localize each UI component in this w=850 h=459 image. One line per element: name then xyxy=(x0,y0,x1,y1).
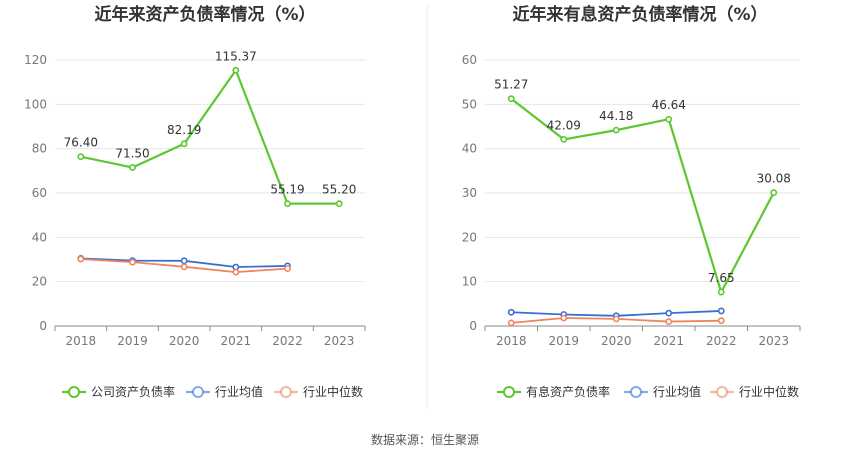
y-tick-label: 0 xyxy=(469,319,477,333)
series-line-main xyxy=(80,69,340,205)
legend-label: 有息资产负债率 xyxy=(526,384,610,399)
legend-marker xyxy=(503,386,515,398)
data-point-median[interactable] xyxy=(284,265,291,272)
y-tick-label: 10 xyxy=(462,275,477,289)
legend-label: 行业中位数 xyxy=(739,384,799,399)
x-tick-label: 2021 xyxy=(221,334,252,348)
data-point-median[interactable] xyxy=(507,319,515,327)
chart-title: 近年来有息资产负债率情况（%） xyxy=(512,4,767,25)
legend-item-avg[interactable]: 行业均值 xyxy=(624,384,701,399)
data-label: 46.64 xyxy=(652,98,686,112)
data-point-avg[interactable] xyxy=(665,309,673,317)
data-label: 51.27 xyxy=(494,78,528,92)
x-tick-label: 2023 xyxy=(758,334,789,348)
data-point-main[interactable] xyxy=(560,136,568,143)
data-point-main[interactable] xyxy=(612,126,620,134)
data-point-main[interactable] xyxy=(507,95,515,103)
x-tick-label: 2018 xyxy=(496,334,527,348)
data-point-main[interactable] xyxy=(770,189,778,197)
data-point-main[interactable] xyxy=(180,140,188,148)
series-line-main xyxy=(510,97,775,294)
debt-ratio-chart: 近年来资产负债率情况（%） 0 20 40 60 80 100 120 2018 2019 2020… xyxy=(24,4,366,399)
legend-label: 公司资产负债率 xyxy=(91,384,175,399)
legend-item-main[interactable]: 公司资产负债率 xyxy=(62,384,175,399)
data-point-main[interactable] xyxy=(129,164,136,171)
x-tick-label: 2019 xyxy=(117,334,148,348)
data-point-main[interactable] xyxy=(335,200,343,208)
data-point-main[interactable] xyxy=(77,153,85,161)
legend-marker xyxy=(192,386,204,398)
data-point-median[interactable] xyxy=(129,258,136,266)
legend-item-main[interactable]: 有息资产负债率 xyxy=(497,384,610,399)
x-tick-label: 2020 xyxy=(169,334,200,348)
interest-bearing-debt-ratio-chart: 近年来有息资产负债率情况（%） 0 10 20 30 40 50 60 2018 2019 2020… xyxy=(462,4,801,399)
y-tick-label: 60 xyxy=(32,186,47,200)
data-label: 7.65 xyxy=(708,271,735,285)
data-label: 55.20 xyxy=(322,183,356,197)
y-tick-label: 0 xyxy=(39,319,47,333)
x-tick-label: 2020 xyxy=(601,334,632,348)
legend-label: 行业均值 xyxy=(215,384,263,399)
data-point-avg[interactable] xyxy=(180,257,188,265)
data-point-median[interactable] xyxy=(717,317,725,325)
chart-title: 近年来资产负债率情况（%） xyxy=(94,4,315,25)
x-tick-label: 2022 xyxy=(272,334,303,348)
x-tick-label: 2019 xyxy=(548,334,579,348)
data-point-median[interactable] xyxy=(232,268,240,276)
legend-item-median[interactable]: 行业中位数 xyxy=(274,384,363,399)
legend-marker xyxy=(280,386,292,398)
x-tick-label: 2023 xyxy=(324,334,355,348)
y-tick-label: 50 xyxy=(462,97,477,111)
legend-marker xyxy=(716,386,728,398)
x-tick-label: 2018 xyxy=(66,334,97,348)
data-point-avg[interactable] xyxy=(717,307,725,315)
y-tick-label: 30 xyxy=(462,186,477,200)
data-point-main[interactable] xyxy=(665,115,673,123)
legend-item-avg[interactable]: 行业均值 xyxy=(186,384,263,399)
data-point-main[interactable] xyxy=(232,66,240,74)
data-label: 115.37 xyxy=(215,49,257,63)
data-point-median[interactable] xyxy=(560,314,568,322)
data-label: 42.09 xyxy=(547,118,581,132)
legend-marker xyxy=(630,386,642,398)
y-tick-label: 20 xyxy=(462,230,477,244)
data-point-main[interactable] xyxy=(717,288,725,296)
y-tick-label: 80 xyxy=(32,142,47,156)
y-tick-label: 120 xyxy=(24,53,47,67)
y-tick-label: 100 xyxy=(24,97,47,111)
data-label: 71.50 xyxy=(115,147,149,161)
data-label: 44.18 xyxy=(599,109,633,123)
data-point-median[interactable] xyxy=(612,315,620,323)
y-tick-label: 60 xyxy=(462,53,477,67)
y-tick-label: 40 xyxy=(32,230,47,244)
data-point-median[interactable] xyxy=(665,318,673,325)
legend-item-median[interactable]: 行业中位数 xyxy=(710,384,799,399)
legend-label: 行业均值 xyxy=(653,384,701,399)
data-label: 76.40 xyxy=(64,136,98,150)
data-point-main[interactable] xyxy=(284,200,291,208)
y-tick-label: 20 xyxy=(32,275,47,289)
legend-label: 行业中位数 xyxy=(303,384,363,399)
x-tick-label: 2022 xyxy=(706,334,737,348)
data-label: 55.19 xyxy=(270,183,304,197)
data-point-median[interactable] xyxy=(180,263,188,271)
legend-marker xyxy=(68,386,80,398)
data-label: 82.19 xyxy=(167,123,201,137)
y-tick-label: 40 xyxy=(462,142,477,156)
x-tick-label: 2021 xyxy=(653,334,684,348)
data-point-median[interactable] xyxy=(77,255,85,263)
data-label: 30.08 xyxy=(757,172,791,186)
data-source-note: 数据来源：恒生聚源 xyxy=(371,432,479,447)
data-point-avg[interactable] xyxy=(507,308,515,316)
